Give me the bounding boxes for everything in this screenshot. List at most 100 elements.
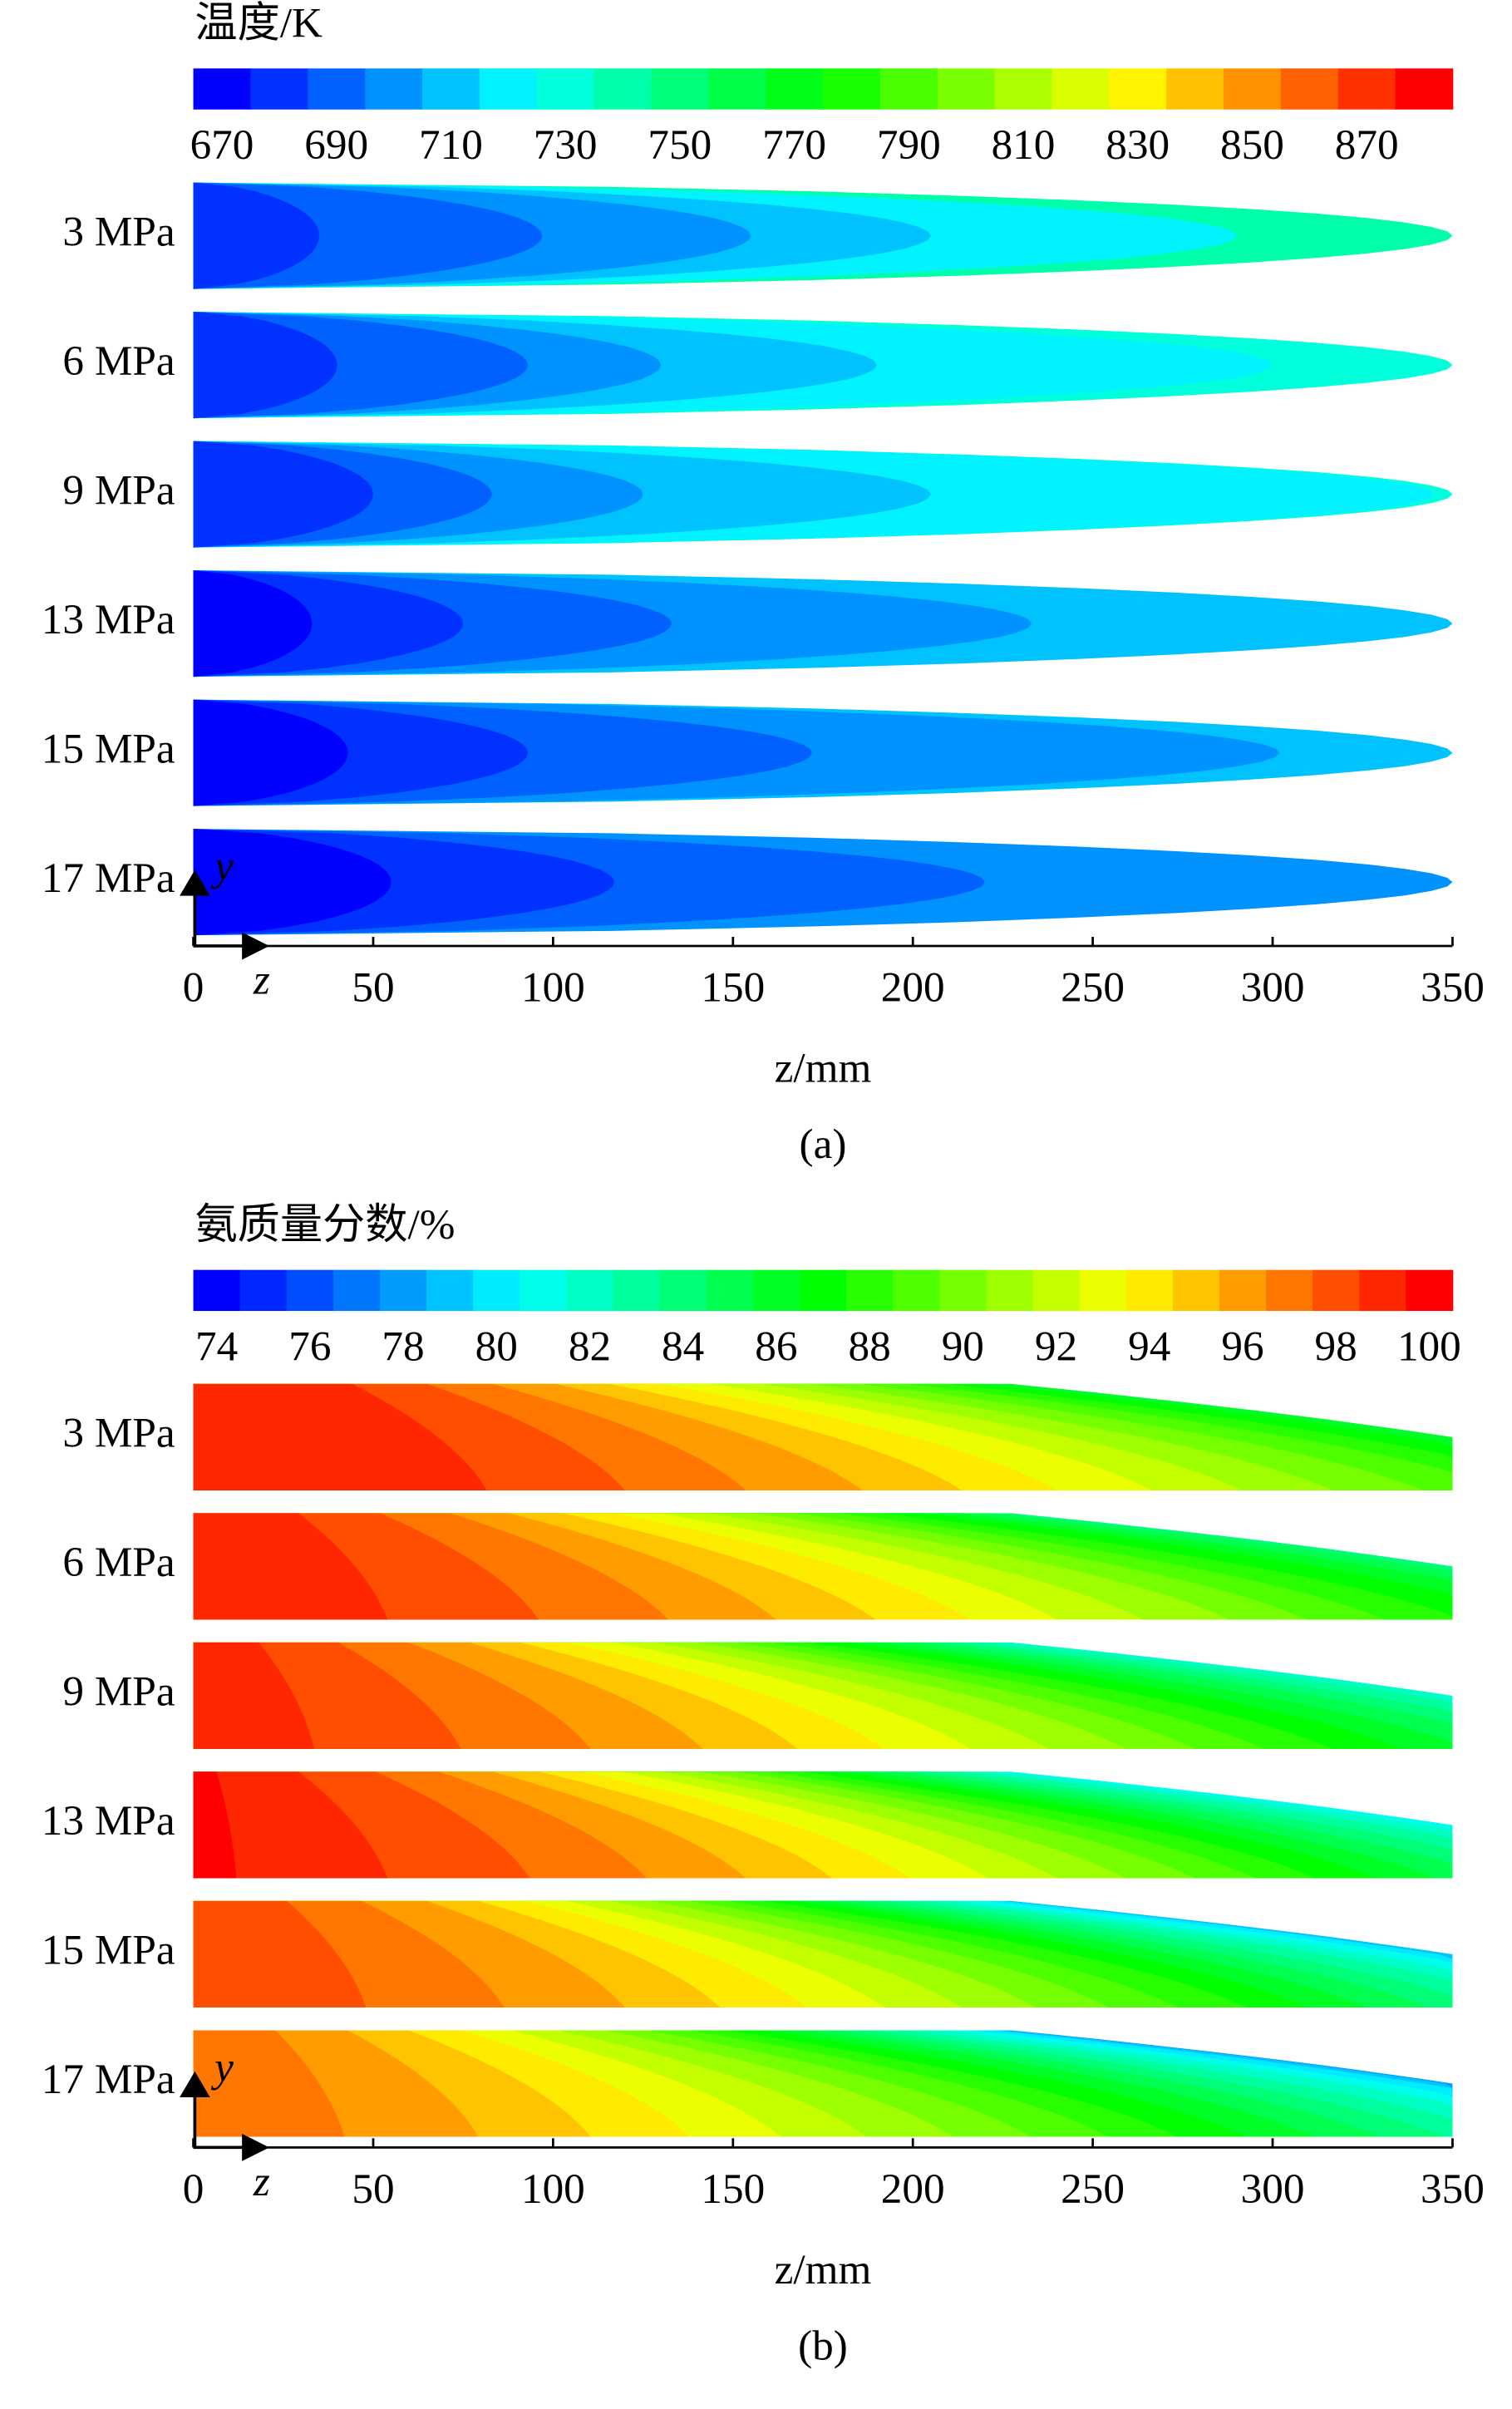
row-label: 9 MPa bbox=[62, 1668, 175, 1716]
panel: 氨质量分数/% 74 76 78 80 82 84 86 88 90 92 94 96 98 100 3 MP… bbox=[42, 1201, 1485, 2369]
contour-band bbox=[193, 441, 374, 548]
colorbar-band bbox=[1032, 1269, 1081, 1312]
colorbar-band bbox=[939, 1269, 987, 1312]
colorbar-tick-label: 770 bbox=[762, 121, 826, 169]
row-label: 17 MPa bbox=[42, 2056, 175, 2103]
y-arrow-head bbox=[180, 870, 210, 896]
colorbar-tick-label: 670 bbox=[190, 121, 254, 169]
panel: 温度/K 670 690 710 730 750 770 790 810 830 850 870 3 M… bbox=[42, 0, 1485, 1168]
colorbar-band bbox=[250, 68, 309, 110]
row-label: 17 MPa bbox=[42, 855, 175, 902]
colorbar-tick-label: 86 bbox=[755, 1323, 797, 1370]
x-tick-label: 50 bbox=[352, 964, 394, 1012]
colorbar-tick-label: 98 bbox=[1315, 1323, 1357, 1370]
colorbar-band bbox=[659, 1269, 707, 1312]
colorbar-band bbox=[893, 1269, 941, 1312]
x-tick-label: 250 bbox=[1061, 964, 1125, 1012]
contour-band bbox=[193, 829, 392, 936]
row-label: 9 MPa bbox=[62, 466, 175, 514]
colorbar-band bbox=[479, 68, 538, 110]
colorbar-band bbox=[308, 68, 367, 110]
x-tick-label: 300 bbox=[1241, 2165, 1305, 2213]
colorbar-tick-label: 690 bbox=[304, 121, 368, 169]
colorbar-tick-label: 74 bbox=[195, 1323, 238, 1370]
y-arrow-head bbox=[180, 2071, 210, 2097]
colorbar-band bbox=[1280, 68, 1339, 110]
colorbar-tick-label: 80 bbox=[475, 1323, 518, 1370]
colorbar-tick-label: 730 bbox=[534, 121, 598, 169]
colorbar-tick-label: 88 bbox=[848, 1323, 890, 1370]
row-label: 3 MPa bbox=[62, 208, 175, 255]
colorbar-tick-label: 92 bbox=[1035, 1323, 1077, 1370]
colorbar-band bbox=[239, 1269, 288, 1312]
row-label: 15 MPa bbox=[42, 1927, 175, 1974]
colorbar-band bbox=[1219, 1269, 1267, 1312]
colorbar-band bbox=[473, 1269, 521, 1312]
row-label: 3 MPa bbox=[62, 1410, 175, 1457]
contour-band bbox=[193, 699, 348, 806]
colorbar-band bbox=[426, 1269, 475, 1312]
colorbar-band bbox=[1052, 68, 1111, 110]
colorbar-band bbox=[1166, 68, 1224, 110]
colorbar-tick-label: 870 bbox=[1335, 121, 1399, 169]
contour-band bbox=[193, 1513, 388, 1620]
colorbar-tick-label: 710 bbox=[419, 121, 483, 169]
x-tick-label: 0 bbox=[183, 2165, 204, 2213]
row-label: 13 MPa bbox=[42, 1797, 175, 1845]
colorbar-band bbox=[986, 1269, 1034, 1312]
x-tick-label: 200 bbox=[881, 2165, 945, 2213]
contour-band bbox=[193, 182, 320, 289]
colorbar-band bbox=[823, 68, 881, 110]
contour-band bbox=[193, 1900, 367, 2008]
colorbar-band bbox=[365, 68, 423, 110]
colorbar-band bbox=[421, 68, 480, 110]
row-label: 15 MPa bbox=[42, 725, 175, 772]
colorbar-tick-label: 96 bbox=[1221, 1323, 1263, 1370]
colorbar-band bbox=[193, 68, 252, 110]
colorbar-band bbox=[1395, 68, 1454, 110]
colorbar-tick-label: 810 bbox=[992, 121, 1056, 169]
x-tick-label: 150 bbox=[701, 2165, 765, 2213]
colorbar-band bbox=[1079, 1269, 1127, 1312]
colorbar-tick-label: 84 bbox=[662, 1323, 704, 1370]
contour-band bbox=[193, 1383, 487, 1490]
colorbar-band bbox=[708, 68, 767, 110]
colorbar-band bbox=[752, 1269, 800, 1312]
colorbar-tick-label: 100 bbox=[1397, 1323, 1461, 1370]
x-axis-label: z/mm bbox=[775, 2246, 872, 2293]
x-tick-label: 50 bbox=[352, 2165, 394, 2213]
z-arrow-head bbox=[242, 2133, 270, 2161]
contour-band bbox=[193, 1642, 315, 1749]
colorbar-band bbox=[1125, 1269, 1174, 1312]
z-arrow-label: z bbox=[253, 2158, 270, 2205]
y-arrow-label: y bbox=[210, 842, 234, 889]
x-tick-label: 200 bbox=[881, 964, 945, 1012]
caption: (a) bbox=[800, 1121, 847, 1168]
colorbar-band bbox=[1337, 68, 1396, 110]
colorbar-band bbox=[1406, 1269, 1454, 1312]
contour-band bbox=[193, 570, 313, 677]
colorbar-band bbox=[536, 68, 595, 110]
x-tick-label: 150 bbox=[701, 964, 765, 1012]
colorbar-band bbox=[706, 1269, 754, 1312]
colorbar-band bbox=[937, 68, 996, 110]
contour-band bbox=[193, 1771, 237, 1879]
x-tick-label: 350 bbox=[1421, 2165, 1485, 2213]
z-arrow-head bbox=[242, 932, 270, 960]
colorbar-band bbox=[193, 1269, 241, 1312]
z-arrow-label: z bbox=[253, 956, 270, 1003]
contour-band bbox=[193, 312, 337, 419]
colorbar-tick-label: 94 bbox=[1128, 1323, 1170, 1370]
colorbar-tick-label: 850 bbox=[1220, 121, 1284, 169]
colorbar-band bbox=[846, 1269, 894, 1312]
colorbar-tick-label: 830 bbox=[1106, 121, 1170, 169]
colorbar-band bbox=[613, 1269, 661, 1312]
colorbar-band bbox=[1266, 1269, 1314, 1312]
colorbar-band bbox=[520, 1269, 568, 1312]
colorbar-tick-label: 790 bbox=[877, 121, 941, 169]
row-label: 6 MPa bbox=[62, 1539, 175, 1586]
colorbar-band bbox=[766, 68, 824, 110]
colorbar-band bbox=[566, 1269, 614, 1312]
colorbar-band bbox=[799, 1269, 847, 1312]
